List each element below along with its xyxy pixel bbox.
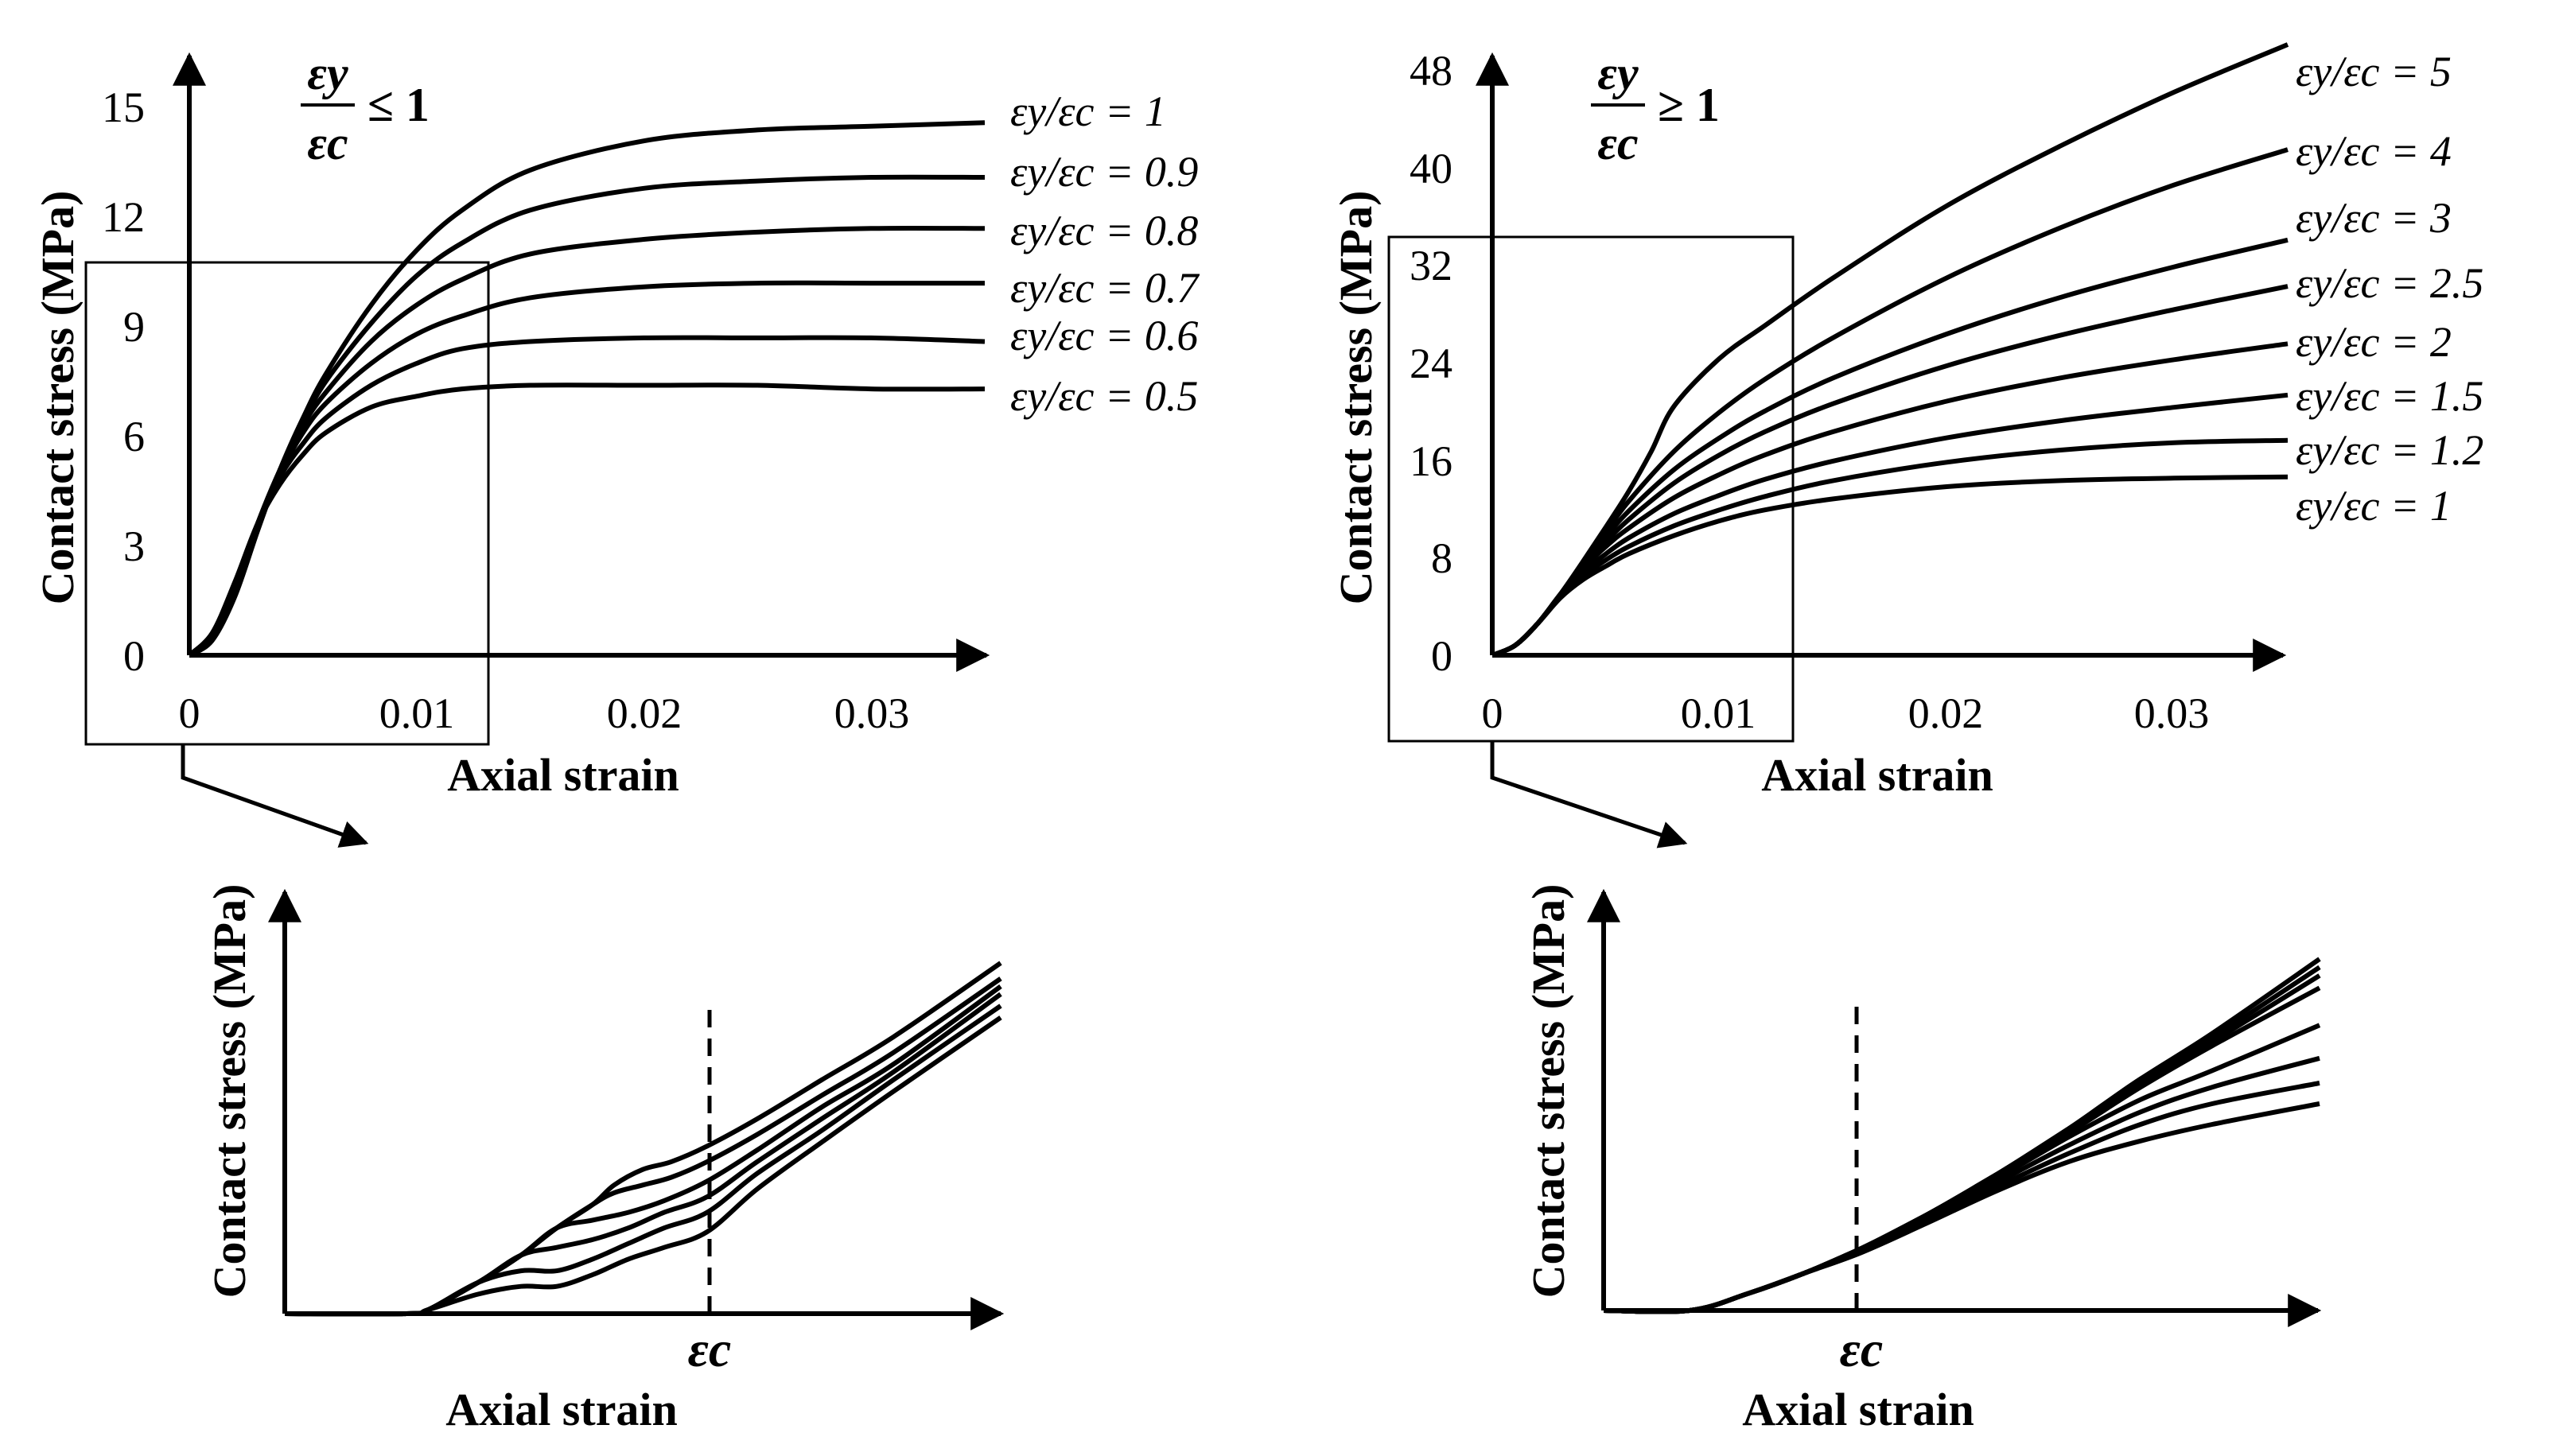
condition-numerator: εy <box>307 47 348 99</box>
x-tick-label: 0 <box>1482 689 1503 737</box>
series-line-1 <box>1603 957 2321 1314</box>
panel-top-right: 0 0.01 0.02 0.03 0 8 16 24 32 40 48 Axia… <box>1330 42 2483 848</box>
y-tick-label: 32 <box>1410 242 1452 289</box>
x-tick-label: 0.01 <box>1681 689 1756 737</box>
y-axis-label: Contact stress (MPa) <box>204 884 255 1299</box>
curve-label: εy/εc = 0.8 <box>1010 207 1198 254</box>
series-line-6 <box>1603 1055 2320 1314</box>
y-tick-label: 8 <box>1431 534 1452 582</box>
y-tick-label: 0 <box>1431 632 1452 680</box>
curve-label: εy/εc = 5 <box>2296 48 2452 95</box>
panel-top-left: 0 0.01 0.02 0.03 0 3 6 9 12 15 Axial str… <box>32 47 1200 848</box>
curve-label: εy/εc = 2.5 <box>2296 259 2483 307</box>
y-tick-label: 24 <box>1410 340 1452 387</box>
condition-numerator: εy <box>1597 47 1639 99</box>
y-axis-label: Contact stress (MPa) <box>1522 884 1574 1299</box>
curve-label: εy/εc = 1 <box>1010 87 1166 135</box>
series-line-2 <box>1491 147 2289 658</box>
x-axis-label: Axial strain <box>447 749 679 801</box>
x-tick-label: 0.02 <box>1908 689 1984 737</box>
series-line-5 <box>1491 341 2289 658</box>
y-axis-label: Contact stress (MPa) <box>32 191 84 605</box>
panel-bottom-left: εc Axial strain Contact stress (MPa) <box>204 884 1005 1435</box>
x-tick-label: 0.03 <box>2134 689 2210 737</box>
series-line-2 <box>1603 965 2321 1314</box>
curve-label: εy/εc = 4 <box>2296 127 2452 175</box>
curve-label: εy/εc = 2 <box>2296 318 2452 366</box>
y-tick-label: 15 <box>102 83 145 131</box>
curve-labels: εy/εc = 5 εy/εc = 4 εy/εc = 3 εy/εc = 2.… <box>2296 48 2483 530</box>
curve-label: εy/εc = 1 <box>2296 482 2452 530</box>
condition-label: εy εc ≤ 1 <box>301 47 430 169</box>
plot-area <box>1491 42 2289 658</box>
panel-bottom-right: εc Axial strain Contact stress (MPa) <box>1522 884 2322 1435</box>
x-axis-label: Axial strain <box>1761 749 1993 801</box>
curve-label: εy/εc = 1.2 <box>2296 426 2483 474</box>
y-tick-labels: 0 3 6 9 12 15 <box>102 83 145 680</box>
curve-labels: εy/εc = 1 εy/εc = 0.9 εy/εc = 0.8 εy/εc … <box>1010 87 1200 420</box>
condition-denominator: εc <box>1597 117 1638 169</box>
series-line-4 <box>284 992 1002 1317</box>
curve-label: εy/εc = 0.6 <box>1010 312 1198 359</box>
x-tick-label: 0.02 <box>607 689 682 737</box>
plot-area <box>187 120 986 658</box>
y-tick-label: 9 <box>123 303 145 351</box>
plot-area <box>284 961 1002 1317</box>
zoom-callout-arrow <box>181 744 369 848</box>
series-line-2 <box>284 976 1002 1317</box>
plot-area <box>1603 957 2321 1314</box>
curve-label: εy/εc = 0.7 <box>1010 264 1200 312</box>
y-tick-labels: 0 8 16 24 32 40 48 <box>1410 47 1452 680</box>
series-line-5 <box>1603 1023 2321 1314</box>
condition-label: εy εc ≥ 1 <box>1591 47 1720 169</box>
x-tick-label: 0 <box>179 689 200 737</box>
series-line-8 <box>1603 1101 2320 1314</box>
series-line-3 <box>1603 973 2321 1314</box>
series-line-1 <box>284 961 1002 1317</box>
x-axis-label: Axial strain <box>445 1384 678 1435</box>
x-tick-labels: 0 0.01 0.02 0.03 <box>179 689 910 737</box>
series-line-8 <box>1491 474 2289 658</box>
series-line-6 <box>187 382 986 658</box>
curve-label: εy/εc = 0.9 <box>1010 148 1198 196</box>
zoom-box <box>84 261 490 746</box>
y-tick-label: 48 <box>1410 47 1452 95</box>
y-tick-label: 0 <box>123 632 145 680</box>
curve-label: εy/εc = 1.5 <box>2296 372 2483 420</box>
epsilon-c-label: εc <box>688 1321 732 1377</box>
series-line-6 <box>284 1015 1002 1317</box>
epsilon-c-label: εc <box>1840 1321 1884 1377</box>
x-axis-label: Axial strain <box>1742 1384 1974 1435</box>
y-tick-label: 12 <box>102 193 145 241</box>
x-tick-labels: 0 0.01 0.02 0.03 <box>1482 689 2210 737</box>
x-tick-label: 0.01 <box>379 689 455 737</box>
condition-relation: ≥ 1 <box>1658 79 1720 131</box>
y-tick-label: 3 <box>123 522 145 570</box>
curve-label: εy/εc = 0.5 <box>1010 372 1198 420</box>
y-axis-label: Contact stress (MPa) <box>1330 191 1382 605</box>
y-tick-label: 16 <box>1410 437 1452 485</box>
condition-denominator: εc <box>307 117 348 169</box>
y-tick-label: 6 <box>123 413 145 460</box>
zoom-callout-arrow <box>1490 741 1688 848</box>
curve-label: εy/εc = 3 <box>2296 194 2452 242</box>
y-tick-label: 40 <box>1410 145 1452 192</box>
condition-relation: ≤ 1 <box>368 79 430 131</box>
x-tick-label: 0.03 <box>834 689 910 737</box>
